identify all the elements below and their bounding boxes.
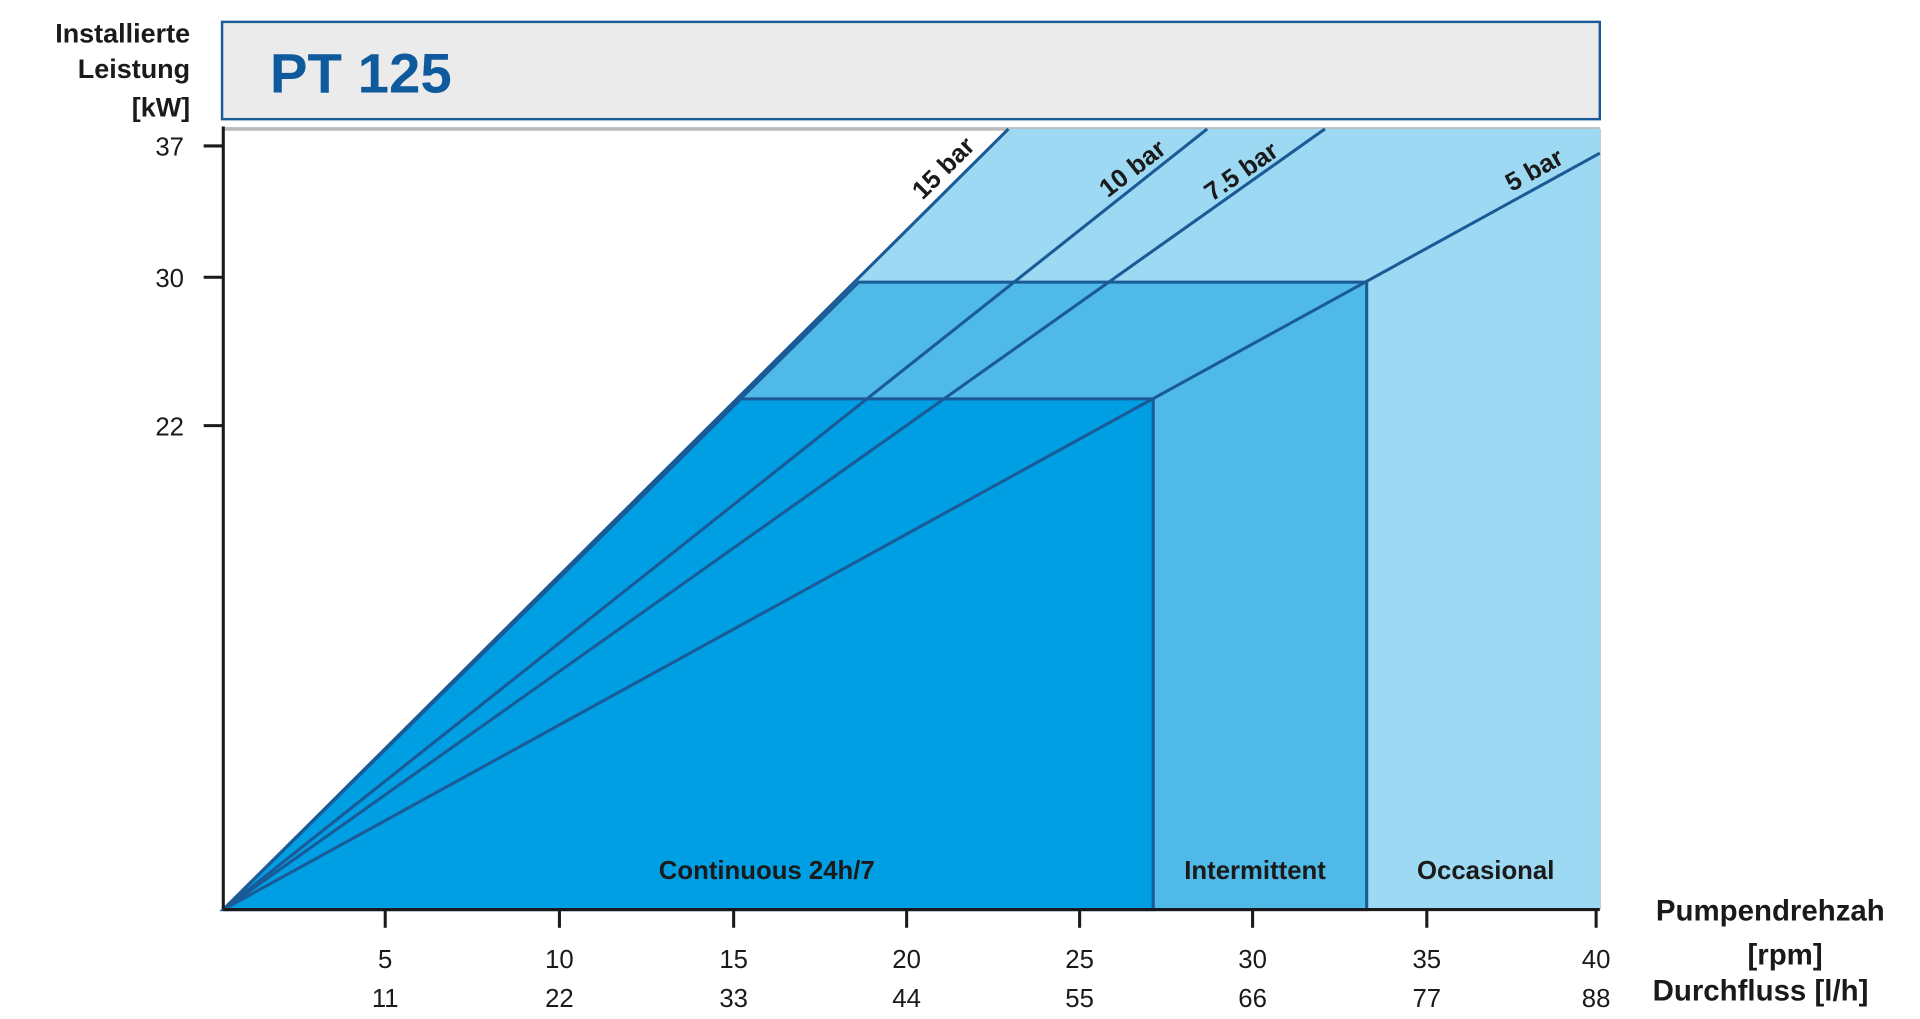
y-tick-label: 37 xyxy=(155,134,184,162)
y-axis-label: [kW] xyxy=(132,93,190,123)
x-tick-label: 30 xyxy=(1238,946,1267,974)
x-ticks: 5 11 10 22 15 33 20 44 25 55 30 66 35 77 40 88 xyxy=(372,909,1611,1013)
x-tick-label: 35 xyxy=(1412,946,1441,974)
x-tick-label: 22 xyxy=(545,985,574,1013)
x-tick-label: 88 xyxy=(1582,985,1611,1013)
x-tick-label: 40 xyxy=(1582,946,1611,974)
x-tick-label: 10 xyxy=(545,946,574,974)
pressure-lines xyxy=(222,127,1601,911)
title-box xyxy=(220,20,1602,121)
pressure-line xyxy=(222,127,1010,911)
x-tick-label: 20 xyxy=(892,946,921,974)
region-label: Occasional xyxy=(1417,857,1554,885)
axes xyxy=(203,126,1600,912)
region-label: Continuous 24h/7 xyxy=(659,857,875,885)
x-tick-label: 25 xyxy=(1065,946,1094,974)
x-tick-label: 33 xyxy=(719,985,748,1013)
x-tick-label: 15 xyxy=(719,946,748,974)
x-tick-label: 44 xyxy=(892,985,921,1013)
pressure-line xyxy=(222,127,1326,911)
pressure-line xyxy=(222,127,1209,911)
x-tick-label: 66 xyxy=(1238,985,1267,1013)
title: PT 125 xyxy=(270,42,452,105)
y-axis-label: Leistung xyxy=(78,54,190,84)
x-tick-label: 11 xyxy=(372,985,399,1013)
x-tick-label: 55 xyxy=(1065,985,1094,1013)
x-tick-label: 77 xyxy=(1412,985,1441,1013)
x-axis-label: Pumpendrehzah xyxy=(1656,895,1885,928)
region-label: Intermittent xyxy=(1184,857,1326,885)
x-axis-label: [rpm] xyxy=(1747,938,1822,971)
pressure-line xyxy=(222,151,1601,911)
y-axis-label: Installierte xyxy=(55,19,190,49)
y-tick-label: 22 xyxy=(155,413,184,441)
x-axis-label: Durchfluss [l/h] xyxy=(1653,975,1869,1008)
x-tick-label: 5 xyxy=(378,946,392,974)
y-tick-label: 30 xyxy=(155,265,184,293)
